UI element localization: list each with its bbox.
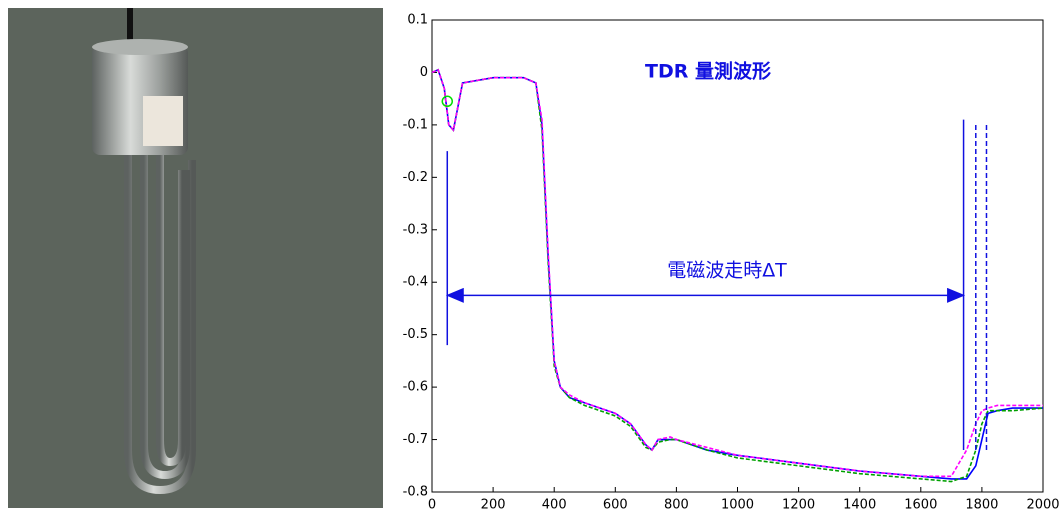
y-tick-label: -0.3 (403, 222, 428, 237)
x-tick-label: 1600 (904, 498, 937, 513)
x-tick-label: 200 (481, 498, 506, 513)
y-tick-label: -0.6 (403, 380, 428, 395)
y-tick-label: 0 (420, 65, 428, 80)
y-tick-label: -0.2 (403, 170, 428, 185)
annotation: 電磁波走時ΔT (667, 260, 787, 282)
x-tick-label: 0 (428, 498, 436, 513)
y-tick-label: -0.4 (403, 275, 428, 290)
x-tick-label: 2000 (1026, 498, 1059, 513)
y-tick-label: -0.1 (403, 117, 428, 132)
series-line (431, 68, 1043, 478)
x-tick-label: 1000 (721, 498, 754, 513)
y-tick-label: -0.8 (403, 485, 428, 500)
x-tick-label: 1800 (965, 498, 998, 513)
x-tick-label: 800 (664, 498, 689, 513)
y-tick-label: 0.1 (407, 13, 428, 28)
plot-frame (431, 19, 1044, 493)
x-tick-label: 1200 (782, 498, 815, 513)
x-tick-label: 400 (542, 498, 567, 513)
y-tick-label: -0.5 (403, 327, 428, 342)
y-tick-label: -0.7 (403, 432, 428, 447)
chart-title: TDR 量測波形 (645, 60, 771, 83)
x-tick-label: 1400 (843, 498, 876, 513)
x-tick-label: 600 (603, 498, 628, 513)
photo (8, 8, 383, 508)
pick-marker (441, 95, 454, 108)
